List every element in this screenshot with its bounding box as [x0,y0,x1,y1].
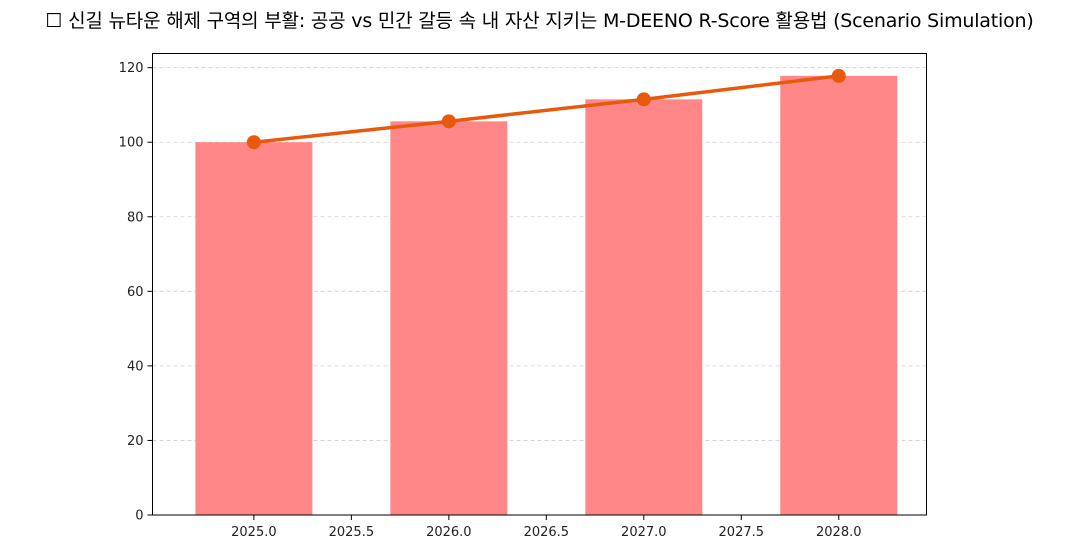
line-series [246,68,846,150]
x-tick-label: 2026.5 [524,525,570,540]
x-tick-label: 2025.5 [329,525,375,540]
y-tick-label: 80 [127,210,144,225]
y-tick-label: 100 [119,136,144,151]
x-axis: 2025.0 2025.5 2026.0 2026.5 2027.0 2027.5 2028… [231,515,862,540]
x-tick-label: 2025.0 [231,525,277,540]
chart-title: ☐ 신길 뉴타운 해제 구역의 부활: 공공 vs 민간 갈등 속 내 자산 지… [45,10,1034,32]
y-tick-label: 20 [127,434,144,449]
y-tick-label: 0 [135,509,143,524]
y-axis: 0 20 40 60 80 100 120 [119,61,153,524]
y-tick-label: 40 [127,359,144,374]
trend-line [253,74,839,144]
x-tick-label: 2027.0 [621,525,667,540]
bar [780,75,898,515]
data-point-marker [441,114,456,129]
data-point-marker [636,92,651,107]
bar [390,121,508,516]
bar [585,99,703,515]
x-tick-label: 2027.5 [719,525,765,540]
x-tick-label: 2026.0 [426,525,472,540]
y-tick-label: 120 [119,61,144,76]
y-tick-label: 60 [127,285,144,300]
bar [195,142,313,516]
data-point-marker [831,68,846,83]
axes-frame [152,53,927,516]
bar-series [195,75,898,516]
x-tick-label: 2028.0 [816,525,862,540]
data-point-marker [246,135,261,150]
